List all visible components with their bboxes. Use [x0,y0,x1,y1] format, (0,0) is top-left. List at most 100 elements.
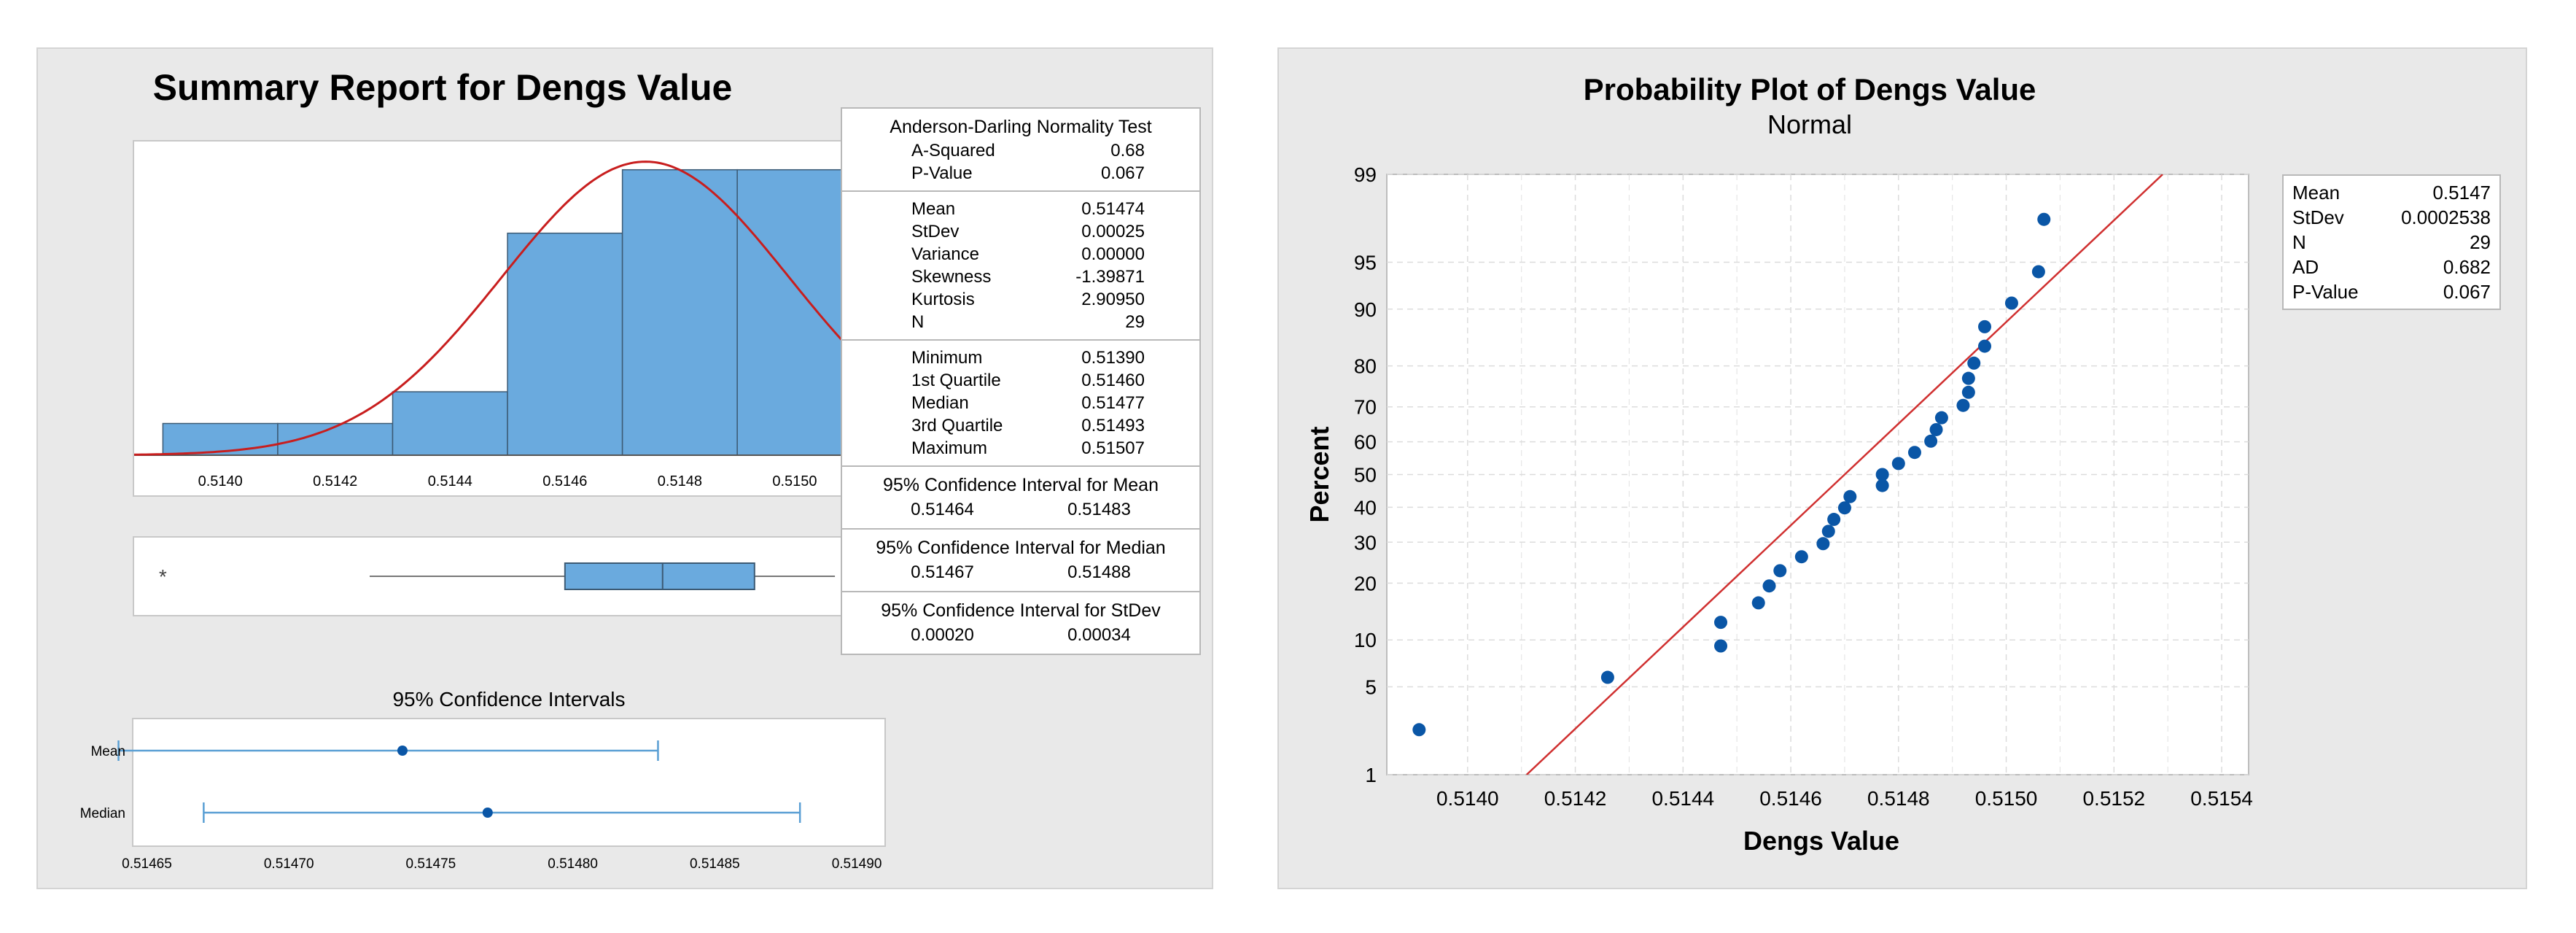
histogram-bar [507,232,623,456]
ci-tick-label: 0.51485 [690,856,740,872]
stats-value: 0.682 [2443,256,2491,278]
stat-label: Skewness [911,267,992,287]
stats-value: 0.5147 [2432,182,2491,204]
histogram-tick-label: 0.5148 [658,473,702,489]
histogram-tick-label: 0.5140 [198,473,243,489]
ci-tick-label: 0.51475 [406,856,456,872]
stats-row: P-Value 0.067 [2292,279,2491,304]
ci-estimate-point [397,746,408,756]
stats-value: 29 [2470,231,2491,253]
ci-tick-label: 0.51480 [548,856,598,872]
boxplot: * [133,536,888,616]
table-row: Median 0.51477 [842,392,1199,414]
prob-data-point [1956,398,1970,412]
ci-mean-low: 0.51464 [911,500,974,519]
prob-x-tick-label: 0.5150 [1975,787,2038,810]
prob-data-point [1961,371,1975,385]
prob-y-tick-label: 80 [1354,355,1377,378]
prob-data-point [1773,564,1787,578]
prob-data-point [1907,446,1921,460]
prob-data-point [1412,723,1426,737]
stat-value: 0.00025 [1081,222,1145,241]
table-row: N 29 [842,311,1199,333]
prob-y-tick-label: 95 [1354,252,1377,274]
prob-data-point [1961,385,1975,399]
table-row: Kurtosis 2.90950 [842,288,1199,311]
stat-label: Mean [911,199,956,219]
prob-data-point [1762,579,1776,593]
prob-data-point [1967,356,1981,370]
histogram-bar [162,422,279,456]
stats-label: StDev [2292,206,2344,228]
stat-label: StDev [911,222,960,241]
stat-value: 29 [1125,312,1145,332]
ci-stdev-low: 0.00020 [911,625,974,645]
stat-value: 0.51474 [1081,199,1145,219]
histogram-svg: 0.5140 0.5142 0.5144 0.5146 0.5148 0.5150 [133,160,887,489]
stat-label: Kurtosis [911,290,975,309]
prob-subtitle: Normal [1767,109,1852,139]
ci-median-low: 0.51467 [911,562,974,582]
prob-data-point [1827,513,1841,527]
prob-data-point [1934,411,1948,425]
prob-data-point [2031,265,2045,279]
boxplot-outlier: * [159,565,167,588]
prob-y-tick-label: 99 [1354,163,1377,186]
table-row: Maximum 0.51507 [842,437,1199,460]
prob-y-tick-label: 70 [1354,396,1377,419]
prob-data-point [1837,501,1851,515]
stats-label: Mean [2292,182,2340,204]
prob-data-point [1816,537,1830,551]
prob-data-point [1875,468,1889,481]
ci-tick-label: 0.51465 [122,856,172,872]
stat-label: Minimum [911,348,983,368]
boxplot-svg: * [159,562,836,590]
ci-plot-area [132,718,886,847]
prob-x-tick-label: 0.5140 [1436,787,1499,810]
prob-fit-line [1525,174,2163,775]
prob-y-tick-label: 5 [1365,675,1377,698]
stat-value: 0.51477 [1081,393,1145,413]
probability-plot-svg: 0.5140 0.5142 0.5144 0.5146 0.5148 0.5150 0.51… [1304,163,2253,856]
histogram-bar [736,169,853,456]
prob-x-tick-label: 0.5142 [1544,787,1607,810]
prob-x-tick-label: 0.5146 [1759,787,1822,810]
stat-label: Median [911,393,969,413]
prob-data-point [1929,422,1943,436]
normal-fit-curve [133,160,887,456]
histogram-tick-label: 0.5146 [542,473,587,489]
ci-stdev-title: 95% Confidence Interval for StDev [881,600,1161,621]
stat-label: A-Squared [911,141,995,160]
stat-value: 0.51493 [1081,416,1145,435]
stats-label: P-Value [2292,281,2359,303]
prob-data-point [1843,489,1857,503]
prob-y-tick-label: 30 [1354,531,1377,554]
ci-row-label: Median [80,806,125,821]
stats-row: Mean 0.5147 [2292,180,2491,205]
histogram-plot: 0.5140 0.5142 0.5144 0.5146 0.5148 0.5150 [133,140,888,497]
stat-value: 0.51390 [1081,348,1145,368]
prob-data-point [1600,670,1614,684]
prob-x-tick-label: 0.5148 [1867,787,1930,810]
ci-row-label: Mean [90,744,125,759]
table-row: A-Squared 0.68 [842,139,1199,162]
stats-value: 0.067 [2443,281,2491,303]
ci-median-section: 95% Confidence Interval for Median 0.514… [842,530,1199,592]
prob-data-point [1821,524,1835,538]
prob-y-tick-label: 40 [1354,496,1377,519]
prob-title: Probability Plot of Dengs Value [1583,72,2036,107]
stat-value: 2.90950 [1081,290,1145,309]
prob-data-point [2004,296,2018,310]
stat-value: -1.39871 [1075,267,1145,287]
table-row: P-Value 0.067 [842,162,1199,185]
ci-estimate-point [482,808,493,818]
confidence-intervals-svg: Mean Median 0.51465 0.51470 0.51475 0.51480 0.… [80,718,886,872]
prob-y-tick-label: 20 [1354,572,1377,595]
prob-x-tick-label: 0.5144 [1651,787,1714,810]
prob-data-point [1891,457,1905,471]
prob-data-point [1714,616,1728,630]
histogram-bar [392,391,508,456]
ci-plot-title: 95% Confidence Intervals [392,688,626,711]
prob-data-point [1978,320,1992,333]
prob-x-tick-label: 0.5152 [2082,787,2145,810]
